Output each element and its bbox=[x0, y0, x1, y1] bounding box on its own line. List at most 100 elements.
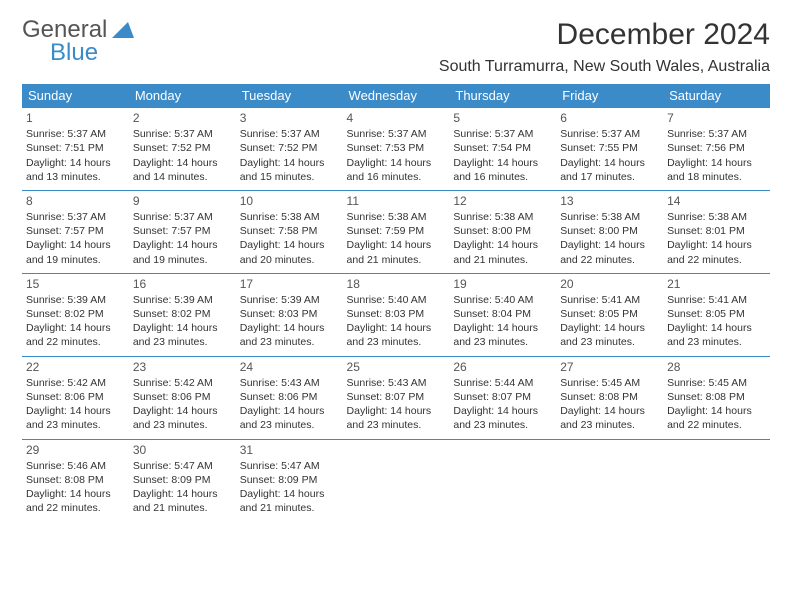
sunset-line: Sunset: 8:05 PM bbox=[667, 307, 766, 321]
day-cell: 27Sunrise: 5:45 AMSunset: 8:08 PMDayligh… bbox=[556, 356, 663, 439]
day-number: 31 bbox=[240, 442, 339, 458]
sunset-line: Sunset: 8:04 PM bbox=[453, 307, 552, 321]
day-cell: 21Sunrise: 5:41 AMSunset: 8:05 PMDayligh… bbox=[663, 273, 770, 356]
sunset-line: Sunset: 7:55 PM bbox=[560, 141, 659, 155]
daylight-line: Daylight: 14 hours and 23 minutes. bbox=[560, 404, 659, 432]
daylight-line: Daylight: 14 hours and 22 minutes. bbox=[667, 238, 766, 266]
day-cell: 2Sunrise: 5:37 AMSunset: 7:52 PMDaylight… bbox=[129, 108, 236, 191]
day-cell: 7Sunrise: 5:37 AMSunset: 7:56 PMDaylight… bbox=[663, 108, 770, 191]
daylight-line: Daylight: 14 hours and 22 minutes. bbox=[560, 238, 659, 266]
day-number: 29 bbox=[26, 442, 125, 458]
day-cell: 18Sunrise: 5:40 AMSunset: 8:03 PMDayligh… bbox=[343, 273, 450, 356]
week-row: 22Sunrise: 5:42 AMSunset: 8:06 PMDayligh… bbox=[22, 356, 770, 439]
day-number: 2 bbox=[133, 110, 232, 126]
daylight-line: Daylight: 14 hours and 21 minutes. bbox=[133, 487, 232, 515]
day-cell: 20Sunrise: 5:41 AMSunset: 8:05 PMDayligh… bbox=[556, 273, 663, 356]
sunset-line: Sunset: 7:52 PM bbox=[133, 141, 232, 155]
sunset-line: Sunset: 8:09 PM bbox=[133, 473, 232, 487]
sunset-line: Sunset: 8:02 PM bbox=[26, 307, 125, 321]
day-cell: 15Sunrise: 5:39 AMSunset: 8:02 PMDayligh… bbox=[22, 273, 129, 356]
sunrise-line: Sunrise: 5:37 AM bbox=[347, 127, 446, 141]
day-number: 14 bbox=[667, 193, 766, 209]
sunset-line: Sunset: 8:07 PM bbox=[453, 390, 552, 404]
logo-text-blue: Blue bbox=[50, 41, 134, 65]
sunset-line: Sunset: 7:53 PM bbox=[347, 141, 446, 155]
daylight-line: Daylight: 14 hours and 21 minutes. bbox=[347, 238, 446, 266]
daylight-line: Daylight: 14 hours and 15 minutes. bbox=[240, 156, 339, 184]
day-header: Tuesday bbox=[236, 84, 343, 108]
daylight-line: Daylight: 14 hours and 21 minutes. bbox=[453, 238, 552, 266]
sunset-line: Sunset: 8:09 PM bbox=[240, 473, 339, 487]
daylight-line: Daylight: 14 hours and 23 minutes. bbox=[240, 404, 339, 432]
daylight-line: Daylight: 14 hours and 18 minutes. bbox=[667, 156, 766, 184]
daylight-line: Daylight: 14 hours and 16 minutes. bbox=[347, 156, 446, 184]
day-number: 13 bbox=[560, 193, 659, 209]
day-number: 24 bbox=[240, 359, 339, 375]
daylight-line: Daylight: 14 hours and 22 minutes. bbox=[26, 487, 125, 515]
day-number: 7 bbox=[667, 110, 766, 126]
sunrise-line: Sunrise: 5:45 AM bbox=[560, 376, 659, 390]
day-number: 26 bbox=[453, 359, 552, 375]
header-row: General Blue December 2024 South Turramu… bbox=[22, 18, 770, 76]
day-cell: 11Sunrise: 5:38 AMSunset: 7:59 PMDayligh… bbox=[343, 190, 450, 273]
sunrise-line: Sunrise: 5:47 AM bbox=[240, 459, 339, 473]
day-cell: 1Sunrise: 5:37 AMSunset: 7:51 PMDaylight… bbox=[22, 108, 129, 191]
day-number: 20 bbox=[560, 276, 659, 292]
week-row: 8Sunrise: 5:37 AMSunset: 7:57 PMDaylight… bbox=[22, 190, 770, 273]
day-number: 3 bbox=[240, 110, 339, 126]
daylight-line: Daylight: 14 hours and 23 minutes. bbox=[240, 321, 339, 349]
day-cell: 31Sunrise: 5:47 AMSunset: 8:09 PMDayligh… bbox=[236, 439, 343, 521]
title-block: December 2024 South Turramurra, New Sout… bbox=[439, 18, 770, 76]
sunset-line: Sunset: 8:03 PM bbox=[347, 307, 446, 321]
daylight-line: Daylight: 14 hours and 23 minutes. bbox=[667, 321, 766, 349]
sunset-line: Sunset: 7:57 PM bbox=[133, 224, 232, 238]
day-number: 30 bbox=[133, 442, 232, 458]
daylight-line: Daylight: 14 hours and 23 minutes. bbox=[453, 404, 552, 432]
day-cell: 24Sunrise: 5:43 AMSunset: 8:06 PMDayligh… bbox=[236, 356, 343, 439]
day-number: 15 bbox=[26, 276, 125, 292]
empty-cell bbox=[556, 439, 663, 521]
daylight-line: Daylight: 14 hours and 22 minutes. bbox=[26, 321, 125, 349]
sunset-line: Sunset: 8:02 PM bbox=[133, 307, 232, 321]
day-number: 10 bbox=[240, 193, 339, 209]
sunset-line: Sunset: 7:58 PM bbox=[240, 224, 339, 238]
day-number: 18 bbox=[347, 276, 446, 292]
day-cell: 28Sunrise: 5:45 AMSunset: 8:08 PMDayligh… bbox=[663, 356, 770, 439]
week-row: 29Sunrise: 5:46 AMSunset: 8:08 PMDayligh… bbox=[22, 439, 770, 521]
week-row: 15Sunrise: 5:39 AMSunset: 8:02 PMDayligh… bbox=[22, 273, 770, 356]
empty-cell bbox=[343, 439, 450, 521]
sunset-line: Sunset: 8:06 PM bbox=[26, 390, 125, 404]
day-number: 27 bbox=[560, 359, 659, 375]
sunset-line: Sunset: 8:00 PM bbox=[560, 224, 659, 238]
day-number: 11 bbox=[347, 193, 446, 209]
sunrise-line: Sunrise: 5:42 AM bbox=[133, 376, 232, 390]
sunrise-line: Sunrise: 5:38 AM bbox=[453, 210, 552, 224]
sunrise-line: Sunrise: 5:40 AM bbox=[347, 293, 446, 307]
day-cell: 6Sunrise: 5:37 AMSunset: 7:55 PMDaylight… bbox=[556, 108, 663, 191]
day-header: Saturday bbox=[663, 84, 770, 108]
day-cell: 9Sunrise: 5:37 AMSunset: 7:57 PMDaylight… bbox=[129, 190, 236, 273]
day-number: 21 bbox=[667, 276, 766, 292]
day-number: 23 bbox=[133, 359, 232, 375]
day-number: 5 bbox=[453, 110, 552, 126]
sunrise-line: Sunrise: 5:38 AM bbox=[240, 210, 339, 224]
sunset-line: Sunset: 8:08 PM bbox=[26, 473, 125, 487]
day-header: Monday bbox=[129, 84, 236, 108]
sunrise-line: Sunrise: 5:43 AM bbox=[347, 376, 446, 390]
sunrise-line: Sunrise: 5:38 AM bbox=[560, 210, 659, 224]
day-header-row: SundayMondayTuesdayWednesdayThursdayFrid… bbox=[22, 84, 770, 108]
day-cell: 17Sunrise: 5:39 AMSunset: 8:03 PMDayligh… bbox=[236, 273, 343, 356]
daylight-line: Daylight: 14 hours and 23 minutes. bbox=[560, 321, 659, 349]
location-text: South Turramurra, New South Wales, Austr… bbox=[439, 58, 770, 76]
day-cell: 22Sunrise: 5:42 AMSunset: 8:06 PMDayligh… bbox=[22, 356, 129, 439]
day-cell: 16Sunrise: 5:39 AMSunset: 8:02 PMDayligh… bbox=[129, 273, 236, 356]
sunset-line: Sunset: 7:52 PM bbox=[240, 141, 339, 155]
sunrise-line: Sunrise: 5:37 AM bbox=[26, 127, 125, 141]
sunset-line: Sunset: 8:03 PM bbox=[240, 307, 339, 321]
daylight-line: Daylight: 14 hours and 22 minutes. bbox=[667, 404, 766, 432]
sunrise-line: Sunrise: 5:45 AM bbox=[667, 376, 766, 390]
calendar-table: SundayMondayTuesdayWednesdayThursdayFrid… bbox=[22, 84, 770, 521]
sunrise-line: Sunrise: 5:39 AM bbox=[133, 293, 232, 307]
week-row: 1Sunrise: 5:37 AMSunset: 7:51 PMDaylight… bbox=[22, 108, 770, 191]
sunset-line: Sunset: 8:07 PM bbox=[347, 390, 446, 404]
